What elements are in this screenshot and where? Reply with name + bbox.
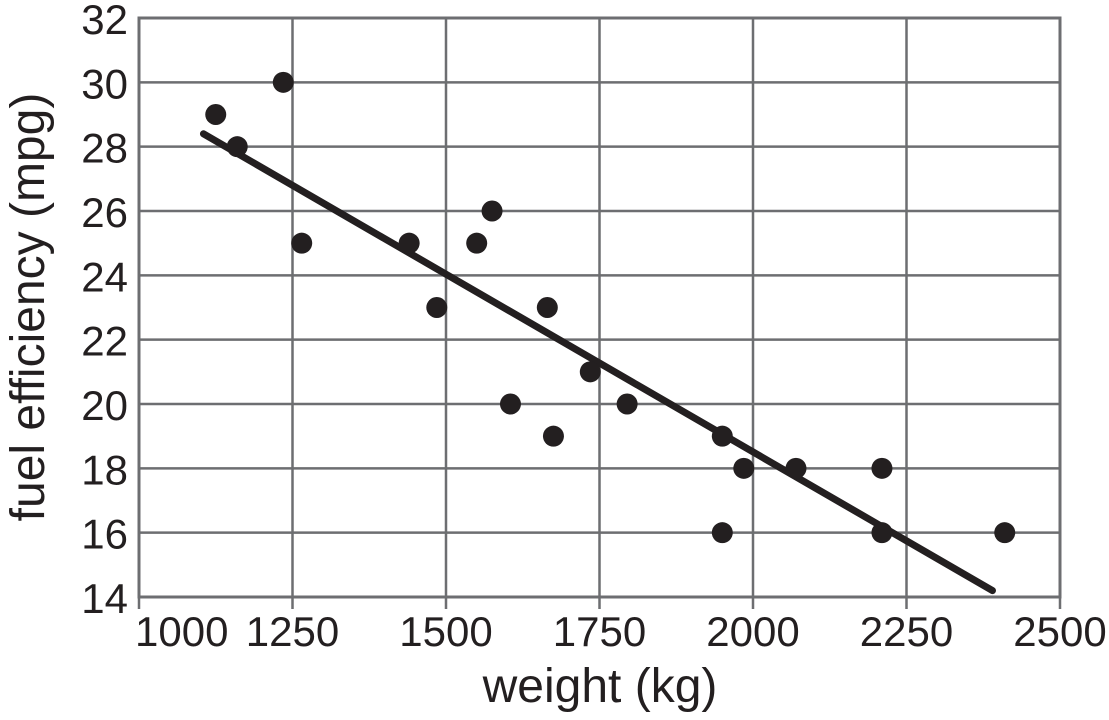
data-point (536, 297, 558, 318)
y-tick-label: 28 (81, 125, 128, 172)
y-tick-label: 24 (81, 253, 128, 300)
y-axis-title: fuel efficiency (mpg) (2, 93, 55, 522)
data-point (711, 522, 733, 544)
y-tick-label: 30 (81, 60, 128, 107)
y-tick-label: 22 (81, 318, 128, 365)
plot-area-border (137, 16, 1062, 599)
x-tick-label: 1250 (246, 608, 339, 655)
data-point (871, 457, 893, 479)
data-point (398, 232, 420, 254)
data-point (616, 393, 638, 415)
x-tick-label: 1000 (135, 608, 228, 655)
data-points (205, 71, 1016, 544)
x-axis-tick-labels: 1000 1250 1500 1750 2000 2250 2500 (135, 608, 1107, 655)
data-point (711, 425, 733, 447)
y-tick-label: 26 (81, 189, 128, 236)
data-point (542, 425, 564, 447)
y-tick-label: 32 (81, 0, 128, 43)
trend-line (199, 130, 996, 595)
data-point (871, 522, 893, 544)
plot-border (137, 16, 1062, 599)
x-tick-label: 2000 (706, 608, 799, 655)
gridlines (137, 16, 1062, 609)
line-of-best-fit (199, 130, 996, 595)
y-tick-label: 14 (81, 575, 128, 622)
data-point (733, 457, 755, 479)
x-tick-label: 1500 (399, 608, 492, 655)
y-axis-tick-labels: 14 16 18 20 22 24 26 28 30 32 (81, 0, 128, 622)
x-tick-label: 1750 (553, 608, 646, 655)
data-point (291, 232, 313, 254)
x-tick-label: 2250 (860, 608, 953, 655)
data-point (272, 71, 294, 93)
y-tick-label: 16 (81, 511, 128, 558)
data-point (466, 232, 488, 254)
data-point (579, 361, 601, 383)
x-tick-label: 2500 (1013, 608, 1106, 655)
data-point (481, 200, 503, 222)
data-point (499, 393, 521, 415)
y-tick-label: 18 (81, 446, 128, 493)
data-point (226, 136, 248, 158)
data-point (994, 522, 1016, 544)
data-point (785, 457, 807, 479)
y-tick-label: 20 (81, 382, 128, 429)
data-point (426, 297, 448, 318)
x-axis-title: weight (kg) (482, 660, 718, 713)
data-point (205, 104, 227, 125)
